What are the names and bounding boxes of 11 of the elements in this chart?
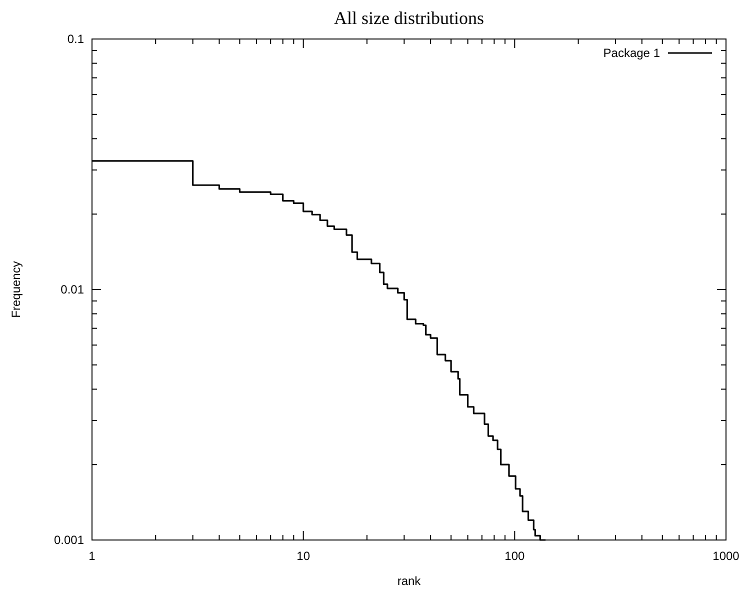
legend-label: Package 1 xyxy=(603,46,660,60)
x-axis-title: rank xyxy=(397,574,422,588)
y-tick-label: 0.1 xyxy=(67,32,84,46)
x-tick-label: 1000 xyxy=(712,549,740,563)
x-tick-label: 10 xyxy=(296,549,310,563)
x-tick-label: 1 xyxy=(88,549,96,563)
y-tick-label: 0.01 xyxy=(60,282,84,297)
x-tick-label: 100 xyxy=(504,549,525,563)
chart-title: All size distributions xyxy=(334,8,484,28)
y-tick-label: 0.001 xyxy=(54,533,84,548)
y-axis-title: Frequency xyxy=(9,261,23,318)
